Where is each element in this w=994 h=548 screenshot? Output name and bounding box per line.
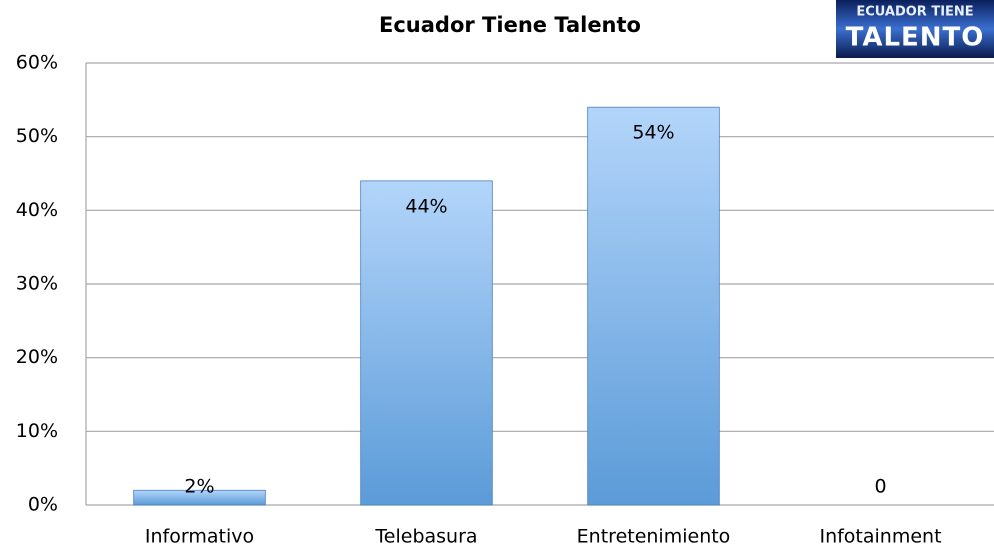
value-label: 54%: [632, 122, 674, 144]
y-tick-label: 50%: [16, 125, 58, 147]
chart-title: Ecuador Tiene Talento: [379, 13, 641, 37]
y-tick-label: 0%: [28, 494, 58, 516]
logo: ECUADOR TIENE TALENTO: [836, 0, 994, 58]
logo-background: [836, 0, 994, 58]
bar: [587, 106, 720, 506]
logo-text: TALENTO: [846, 23, 985, 53]
value-label: 0: [874, 476, 886, 498]
y-tick-label: 20%: [16, 346, 58, 368]
bar: [360, 180, 493, 506]
x-tick-label: Informativo: [145, 526, 254, 548]
bar: [133, 489, 266, 506]
x-tick-label: Telebasura: [374, 526, 477, 548]
y-tick-label: 30%: [16, 273, 58, 295]
value-label: 44%: [405, 195, 447, 217]
value-label: 2%: [184, 476, 214, 498]
x-tick-label: Infotainment: [819, 526, 941, 548]
x-tick-label: Entretenimiento: [577, 526, 731, 548]
y-tick-label: 40%: [16, 199, 58, 221]
logo-text: ECUADOR TIENE: [856, 5, 973, 20]
y-tick-label: 60%: [16, 52, 58, 74]
y-tick-label: 10%: [16, 420, 58, 442]
